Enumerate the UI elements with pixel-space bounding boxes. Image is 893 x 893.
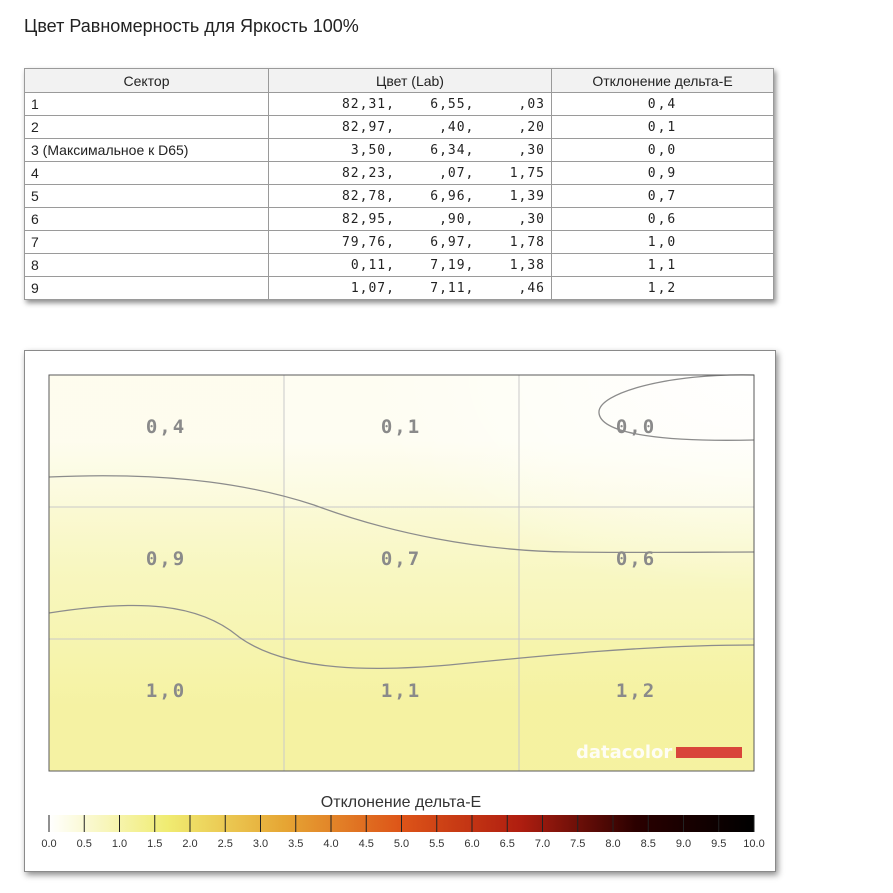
watermark-bar: [676, 747, 742, 758]
contour-line: [48, 604, 755, 670]
table-row: 7 79,76, 6,97, 1,78 1,0: [24, 230, 774, 254]
cell-sector: 8: [24, 253, 269, 277]
cell-delta-e: 1,0: [551, 230, 774, 254]
table-row: 4 82,23, ,07, 1,75 0,9: [24, 161, 774, 185]
color-scale-tick-label: 0.0: [41, 838, 56, 850]
cell-lab: 82,31, 6,55, ,03: [268, 92, 552, 116]
cell-sector: 2: [24, 115, 269, 139]
color-scale-tick-label: 7.5: [570, 838, 585, 850]
cell-delta-e: 0,1: [551, 115, 774, 139]
cell-sector: 6: [24, 207, 269, 231]
color-scale-tick-label: 9.0: [676, 838, 691, 850]
color-scale-tick-label: 10.0: [743, 838, 764, 850]
cell-lab: 82,95, ,90, ,30: [268, 207, 552, 231]
heatmap-cell-label: 1,0: [146, 680, 186, 702]
color-scale-tick-label: 3.5: [288, 838, 303, 850]
color-scale-tick-label: 5.5: [429, 838, 444, 850]
color-scale-tick-label: 0.5: [77, 838, 92, 850]
cell-delta-e: 0,0: [551, 138, 774, 162]
heatmap-cell-label: 0,1: [381, 416, 421, 438]
color-scale-tick-label: 9.5: [711, 838, 726, 850]
uniformity-heatmap: 0,4 0,1 0,0 0,9 0,7 0,6 1,0 1,1 1,2 datacolor Откл…: [41, 374, 765, 850]
uniformity-heatmap-panel: 0,4 0,1 0,0 0,9 0,7 0,6 1,0 1,1 1,2 datacolor Откл…: [24, 350, 776, 872]
table-row: 3 (Максимальное к D65) 3,50, 6,34, ,30 0,0: [24, 138, 774, 162]
color-scale-tick-label: 4.5: [359, 838, 374, 850]
cell-lab: 0,11, 7,19, 1,38: [268, 253, 552, 277]
color-scale-tick-label: 3.0: [253, 838, 268, 850]
cell-sector: 5: [24, 184, 269, 208]
table-row: 9 1,07, 7,11, ,46 1,2: [24, 276, 774, 300]
heatmap-cell-label: 1,1: [381, 680, 421, 702]
page-title: Цвет Равномерность для Яркость 100%: [24, 16, 359, 36]
cell-delta-e: 1,1: [551, 253, 774, 277]
color-scale-tick-label: 1.0: [112, 838, 127, 850]
plot-border: [48, 374, 755, 772]
cell-delta-e: 1,2: [551, 276, 774, 300]
column-header-delta-e: Отклонение дельта-E: [551, 68, 774, 93]
cell-sector: 3 (Максимальное к D65): [24, 138, 269, 162]
heatmap-cell-label: 0,6: [616, 548, 656, 570]
color-scale-tick-label: 5.0: [394, 838, 409, 850]
cell-delta-e: 0,4: [551, 92, 774, 116]
column-header-sector: Сектор: [24, 68, 269, 93]
cell-lab: 82,23, ,07, 1,75: [268, 161, 552, 185]
cell-lab: 3,50, 6,34, ,30: [268, 138, 552, 162]
cell-lab: 82,78, 6,96, 1,39: [268, 184, 552, 208]
contour-line: [598, 374, 755, 441]
cell-lab: 79,76, 6,97, 1,78: [268, 230, 552, 254]
cell-sector: 4: [24, 161, 269, 185]
cell-delta-e: 0,6: [551, 207, 774, 231]
column-header-lab: Цвет (Lab): [268, 68, 552, 93]
table-header-row: Сектор Цвет (Lab) Отклонение дельта-E: [24, 68, 774, 93]
cell-sector: 1: [24, 92, 269, 116]
cell-lab: 82,97, ,40, ,20: [268, 115, 552, 139]
contour-line: [48, 475, 755, 554]
cell-lab: 1,07, 7,11, ,46: [268, 276, 552, 300]
color-scale-tick-label: 6.5: [500, 838, 515, 850]
color-scale-tick-label: 2.0: [182, 838, 197, 850]
color-scale-tick-label: 7.0: [535, 838, 550, 850]
heatmap-cell-label: 0,4: [146, 416, 186, 438]
table-row: 1 82,31, 6,55, ,03 0,4: [24, 92, 774, 116]
legend-title: Отклонение дельта-E: [321, 794, 481, 811]
color-scale-tick-label: 8.5: [641, 838, 656, 850]
table-row: 6 82,95, ,90, ,30 0,6: [24, 207, 774, 231]
heatmap-cell-label: 0,9: [146, 548, 186, 570]
color-scale-tick-label: 4.0: [323, 838, 338, 850]
table-row: 8 0,11, 7,19, 1,38 1,1: [24, 253, 774, 277]
color-scale-tick-label: 8.0: [605, 838, 620, 850]
watermark-text: datacolor: [576, 742, 672, 763]
cell-delta-e: 0,7: [551, 184, 774, 208]
color-scale-tick-label: 6.0: [464, 838, 479, 850]
cell-sector: 9: [24, 276, 269, 300]
heatmap-cell-label: 1,2: [616, 680, 656, 702]
cell-sector: 7: [24, 230, 269, 254]
color-scale-tick-label: 2.5: [218, 838, 233, 850]
heatmap-cell-label: 0,0: [616, 416, 656, 438]
heatmap-corner-glow: [49, 375, 754, 771]
table-row: 5 82,78, 6,96, 1,39 0,7: [24, 184, 774, 208]
table-row: 2 82,97, ,40, ,20 0,1: [24, 115, 774, 139]
cell-delta-e: 0,9: [551, 161, 774, 185]
color-scale-tick-label: 1.5: [147, 838, 162, 850]
heatmap-cell-label: 0,7: [381, 548, 421, 570]
